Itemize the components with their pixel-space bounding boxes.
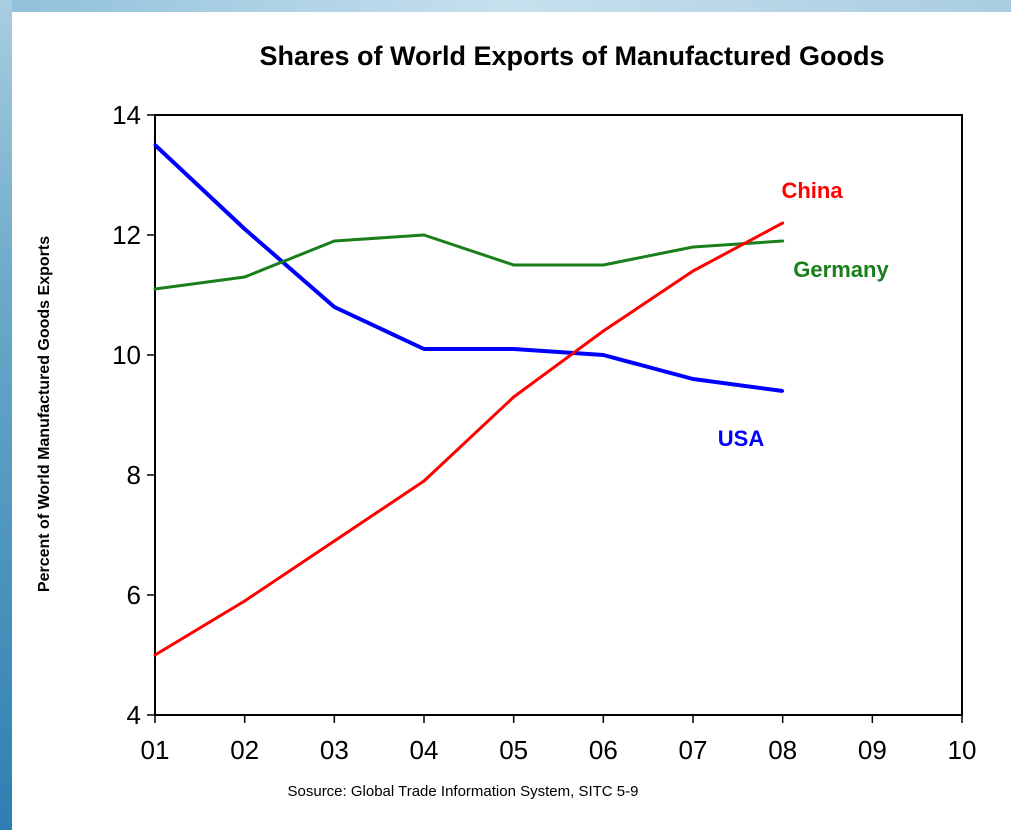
germany-data-point <box>153 287 157 291</box>
china-data-point <box>512 395 516 399</box>
germany-data-point <box>332 239 336 243</box>
chart-title: Shares of World Exports of Manufactured … <box>259 41 884 71</box>
x-tick-label: 03 <box>320 735 349 765</box>
china-data-point <box>781 221 785 225</box>
china-data-point <box>153 653 157 657</box>
germany-data-point <box>512 263 516 267</box>
x-tick-label: 04 <box>410 735 439 765</box>
usa-data-point <box>601 353 605 357</box>
usa-data-point <box>512 347 516 351</box>
y-tick-label: 4 <box>127 700 141 730</box>
china-data-point <box>601 329 605 333</box>
germany-data-point <box>781 239 785 243</box>
x-tick-label: 09 <box>858 735 887 765</box>
x-tick-label: 05 <box>499 735 528 765</box>
china-data-point <box>422 479 426 483</box>
x-tick-label: 08 <box>768 735 797 765</box>
china-series-line <box>154 221 784 657</box>
y-tick-label: 6 <box>127 580 141 610</box>
side-decorative-band <box>0 0 12 830</box>
y-tick-label: 10 <box>112 340 141 370</box>
y-tick-label: 8 <box>127 460 141 490</box>
germany-data-point <box>243 275 247 279</box>
x-tick-label: 01 <box>141 735 170 765</box>
germany-data-point <box>601 263 605 267</box>
china-data-point <box>243 599 247 603</box>
y-tick-label: 12 <box>112 220 141 250</box>
top-decorative-band <box>0 0 1011 12</box>
x-tick-label: 06 <box>589 735 618 765</box>
germany-series-line <box>154 233 783 291</box>
usa-data-point <box>153 143 157 147</box>
usa-data-point <box>243 227 247 231</box>
china-series-label: China <box>781 178 843 203</box>
usa-data-point <box>332 305 336 309</box>
y-axis-label: Percent of World Manufactured Goods Expo… <box>36 236 53 592</box>
germany-data-point <box>422 233 426 237</box>
usa-data-point <box>422 347 426 351</box>
y-tick-label: 14 <box>112 100 141 130</box>
usa-data-point <box>691 377 695 381</box>
usa-series-label: USA <box>718 426 765 451</box>
plot-frame <box>154 114 963 716</box>
usa-series-line <box>153 143 783 393</box>
x-tick-label: 10 <box>948 735 977 765</box>
china-data-point <box>691 269 695 273</box>
x-tick-label: 02 <box>230 735 259 765</box>
germany-series-label: Germany <box>793 257 889 282</box>
china-data-point <box>332 539 336 543</box>
source-note: Sosurce: Global Trade Information System… <box>288 783 639 800</box>
germany-data-point <box>691 245 695 249</box>
usa-data-point <box>781 389 785 393</box>
x-tick-label: 07 <box>679 735 708 765</box>
